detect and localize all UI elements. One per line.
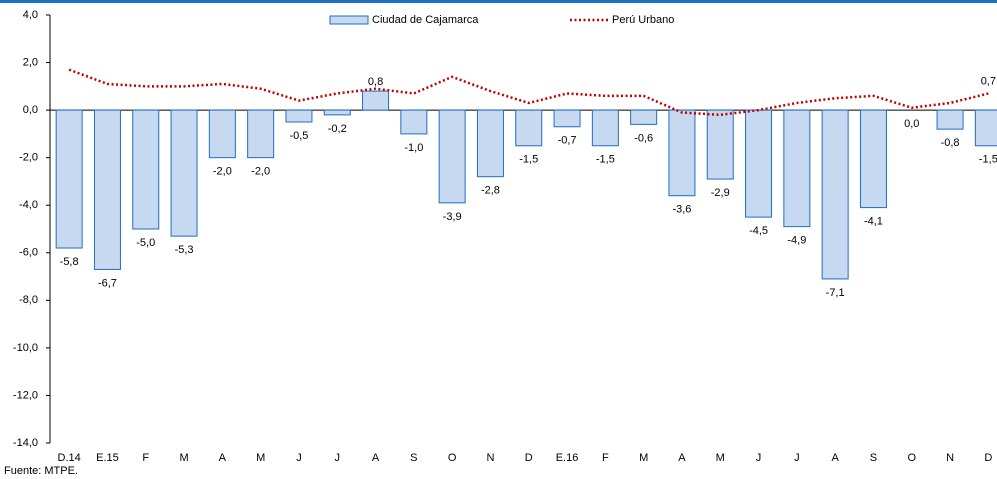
x-tick-label: D [984, 452, 992, 464]
data-label: -2,9 [711, 187, 730, 199]
bar [285, 109, 313, 123]
top-border [0, 0, 997, 3]
x-tick-label: A [678, 452, 686, 464]
bar [630, 109, 658, 125]
x-tick-label: E.15 [96, 452, 119, 464]
y-tick-label: -2,0 [19, 152, 38, 164]
bar [400, 109, 428, 135]
x-tick-label: A [372, 452, 380, 464]
legend-label: Perú Urbano [612, 14, 674, 26]
x-tick-label: D.14 [58, 452, 81, 464]
data-label: -7,1 [826, 287, 845, 299]
data-label: -2,0 [213, 166, 232, 178]
x-tick-label: J [335, 452, 341, 464]
bar [936, 109, 964, 130]
x-tick-label: J [756, 452, 762, 464]
data-label: -0,8 [941, 137, 960, 149]
x-tick-label: N [486, 452, 494, 464]
bar [323, 109, 351, 116]
x-tick-label: F [142, 452, 149, 464]
data-label: 0,8 [368, 76, 383, 88]
x-tick-label: J [296, 452, 302, 464]
x-tick-label: E.16 [556, 452, 579, 464]
x-tick-label: N [946, 452, 954, 464]
bar [132, 109, 160, 230]
data-label: -2,0 [251, 166, 270, 178]
bar [170, 109, 198, 237]
y-tick-label: -14,0 [13, 437, 38, 449]
data-label: -1,5 [596, 154, 615, 166]
data-label: -4,9 [787, 235, 806, 247]
data-label: -6,7 [98, 277, 117, 289]
x-tick-label: O [448, 452, 457, 464]
data-label: -5,0 [136, 237, 155, 249]
x-tick-label: M [716, 452, 725, 464]
y-tick-label: -10,0 [13, 342, 38, 354]
source-note: Fuente: MTPE. [4, 465, 78, 477]
bar [974, 109, 997, 147]
bar [745, 109, 773, 218]
data-label: 0,7 [981, 75, 996, 87]
bar [55, 109, 83, 249]
x-tick-label: M [179, 452, 188, 464]
x-tick-label: D [525, 452, 533, 464]
bar [859, 109, 887, 209]
data-label: -1,5 [519, 154, 538, 166]
x-tick-label: S [870, 452, 877, 464]
y-tick-label: -6,0 [19, 247, 38, 259]
data-label: -5,8 [60, 256, 79, 268]
x-tick-label: A [219, 452, 227, 464]
bar [515, 109, 543, 147]
y-tick-label: 2,0 [23, 56, 38, 68]
y-tick-label: -8,0 [19, 294, 38, 306]
bar [247, 109, 275, 159]
y-tick-label: 4,0 [23, 9, 38, 21]
x-tick-label: J [794, 452, 800, 464]
x-tick-label: M [639, 452, 648, 464]
data-label: -0,7 [558, 135, 577, 147]
x-tick-label: S [410, 452, 417, 464]
bar [783, 109, 811, 228]
bar [362, 90, 390, 111]
x-tick-label: F [602, 452, 609, 464]
bar [668, 109, 696, 197]
line [68, 68, 989, 117]
data-label: -3,6 [672, 204, 691, 216]
y-tick-label: -4,0 [19, 199, 38, 211]
bar [706, 109, 734, 180]
x-tick-label: A [831, 452, 839, 464]
bar [93, 109, 121, 270]
data-label: -0,2 [328, 123, 347, 135]
data-label: -0,6 [634, 132, 653, 144]
data-label: -1,5 [979, 154, 997, 166]
x-tick-label: M [256, 452, 265, 464]
y-tick-label: -12,0 [13, 389, 38, 401]
bar [591, 109, 619, 147]
bar [208, 109, 236, 159]
data-label: -4,1 [864, 216, 883, 228]
bar [553, 109, 581, 128]
data-label: -4,5 [749, 225, 768, 237]
bar [821, 109, 849, 280]
data-label: -5,3 [175, 244, 194, 256]
data-label: -3,9 [443, 211, 462, 223]
bar [438, 109, 466, 204]
data-label: -0,5 [289, 130, 308, 142]
data-label: -2,8 [481, 185, 500, 197]
data-label: 0,0 [904, 118, 919, 130]
y-tick-label: 0,0 [23, 104, 38, 116]
legend-swatch [329, 15, 369, 25]
legend-label: Ciudad de Cajamarca [372, 14, 479, 26]
data-label: -1,0 [404, 142, 423, 154]
bar [476, 109, 504, 178]
x-tick-label: O [907, 452, 916, 464]
